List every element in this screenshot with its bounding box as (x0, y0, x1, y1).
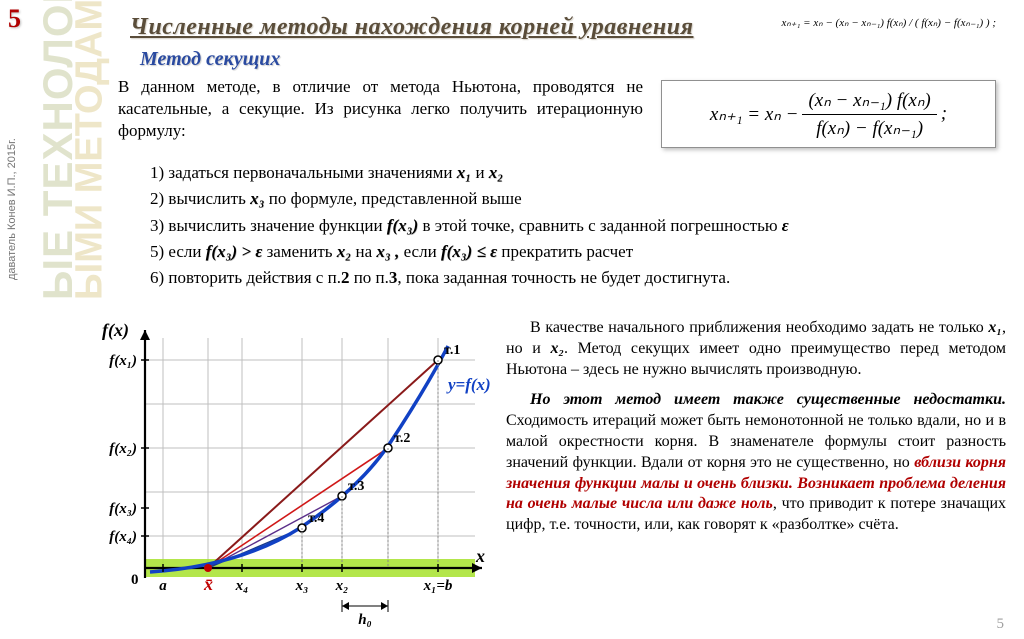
svg-text:т.4: т.4 (308, 511, 324, 526)
paragraph-1: В качестве начального приближения необхо… (506, 318, 1006, 380)
svg-text:x₄: x₄ (235, 578, 249, 594)
svg-text:f(x₁): f(x₁) (109, 353, 137, 369)
algorithm-steps: 1) задаться первоначальными значениями x… (150, 160, 1000, 292)
page-title: Численные методы нахождения корней уравн… (130, 14, 693, 41)
svg-text:f(x₃): f(x₃) (109, 501, 137, 517)
formula-lhs: xₙ₊₁ = xₙ − (710, 103, 799, 126)
svg-text:x̄: x̄ (203, 574, 213, 594)
svg-text:f(x₄): f(x₄) (109, 529, 137, 545)
formula-tail: ; (941, 103, 947, 125)
page-number-bottom: 5 (997, 616, 1005, 633)
step-3: 3) вычислить значение функции f(x₃) в эт… (150, 213, 1000, 239)
svg-text:y=f(x): y=f(x) (446, 375, 490, 394)
secant-chart: x f(x) 0 y=f(x) т.1 т.2 т.3 т.4 x̄ a x₄ x₃ x₂ x₁=b f(x… (90, 318, 490, 628)
formula-numerator: (xₙ − xₙ₋₁) f(xₙ) (802, 89, 936, 115)
page-subtitle: Метод секущих (140, 48, 280, 71)
watermark-author: даватель Конев И.П., 2015г. (6, 138, 18, 280)
svg-text:x: x (475, 546, 485, 566)
watermark-line2: ЫМИ МЕТОДАМИ (69, 0, 112, 300)
svg-text:0: 0 (131, 572, 139, 588)
formula-box: xₙ₊₁ = xₙ − (xₙ − xₙ₋₁) f(xₙ) f(xₙ) − f(… (661, 80, 996, 148)
explanation-column: В качестве начального приближения необхо… (506, 318, 1006, 546)
svg-text:a: a (159, 578, 167, 594)
step-6: 6) повторить действия с п.2 по п.3, пока… (150, 265, 1000, 291)
step-1: 1) задаться первоначальными значениями x… (150, 160, 1000, 186)
step-2: 2) вычислить x₃ по формуле, представленн… (150, 186, 1000, 212)
svg-text:f(x): f(x) (102, 320, 129, 341)
svg-text:h₀: h₀ (358, 612, 372, 628)
svg-text:т.3: т.3 (348, 479, 364, 494)
step-5: 5) если f(x₃) > ε заменить x₂ на x₃ , ес… (150, 239, 1000, 265)
svg-text:x₂: x₂ (335, 578, 349, 594)
svg-text:т.2: т.2 (394, 431, 410, 446)
paragraph-2: Но этот метод имеет также существенные н… (506, 390, 1006, 536)
svg-text:т.1: т.1 (444, 343, 460, 358)
svg-text:x₃: x₃ (295, 578, 309, 594)
svg-text:f(x₂): f(x₂) (109, 441, 137, 457)
formula-thumbnail: xₙ₊₁ = xₙ − (xₙ − xₙ₋₁) f(xₙ) / ( f(xₙ) … (782, 16, 996, 29)
formula-denominator: f(xₙ) − f(xₙ₋₁) (802, 115, 936, 140)
svg-text:x₁=b: x₁=b (423, 578, 453, 594)
intro-text: В данном методе, в отличие от метода Нью… (118, 76, 643, 142)
page-number-top: 5 (8, 4, 21, 34)
